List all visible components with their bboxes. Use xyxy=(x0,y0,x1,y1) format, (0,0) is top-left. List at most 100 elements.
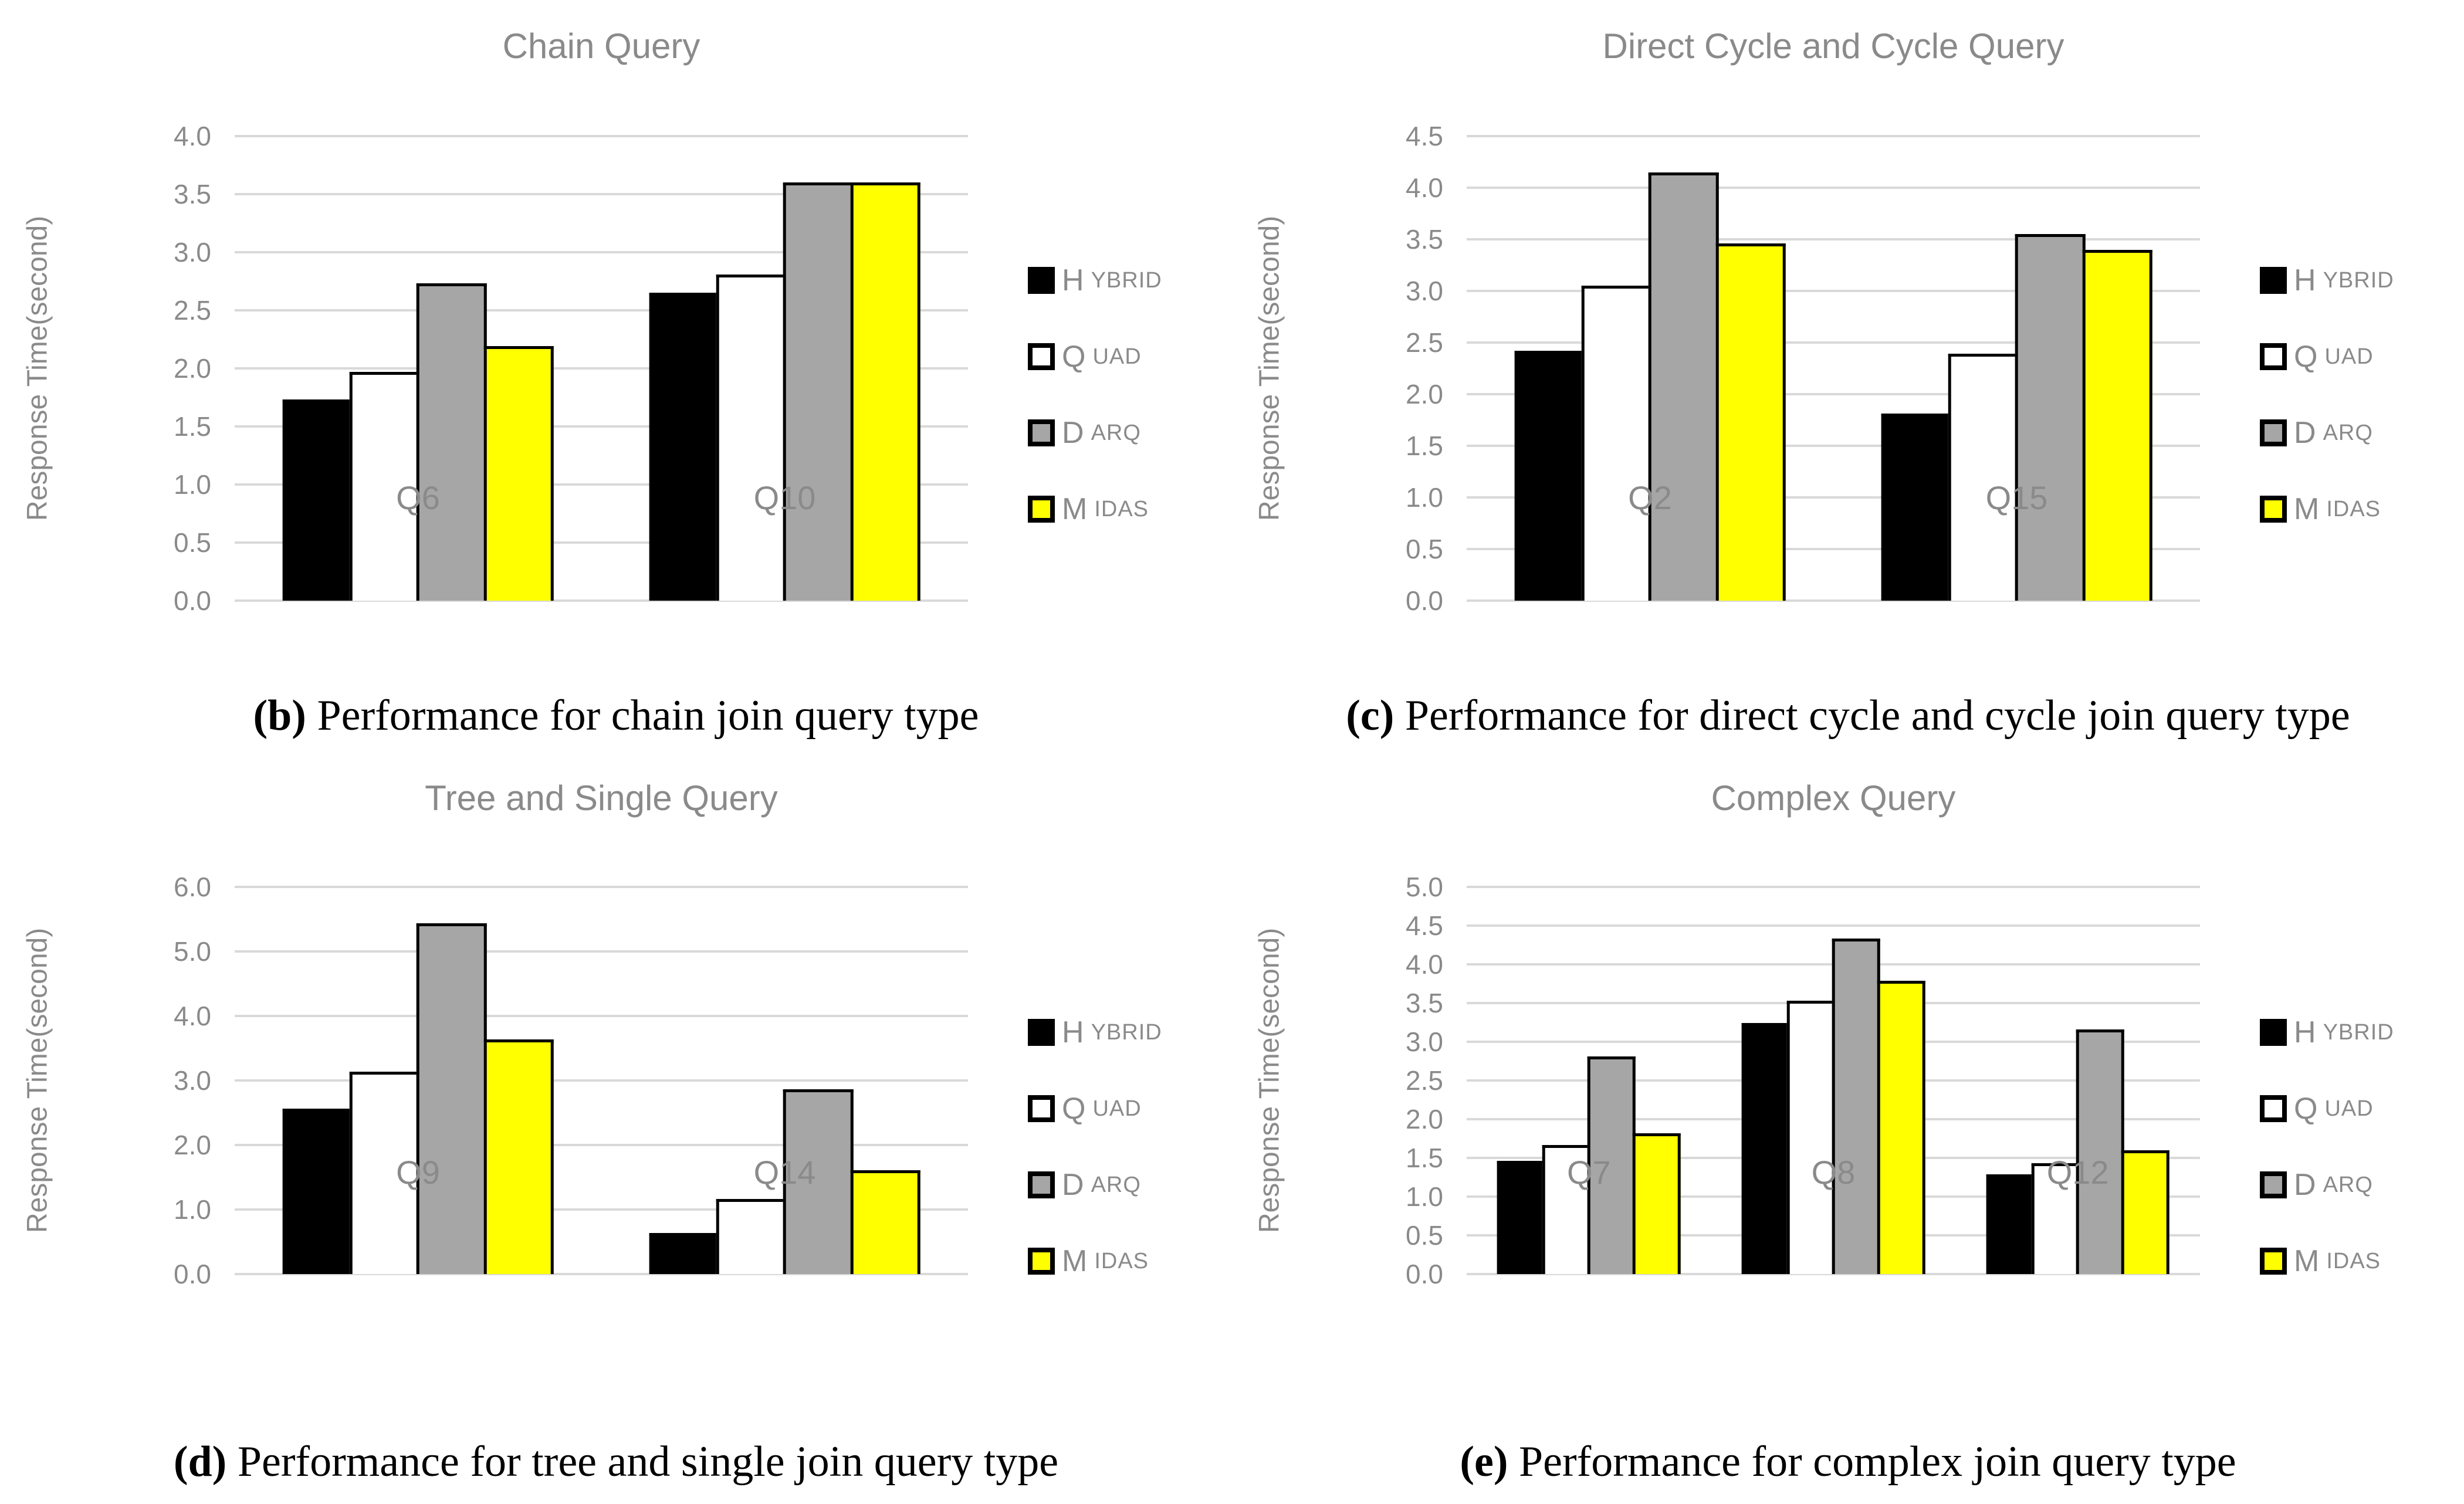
legend-swatch-quad xyxy=(1028,1095,1055,1122)
legend-item-label-rest: IDAS xyxy=(1094,497,1149,521)
legend-item-label: M xyxy=(1062,1244,1088,1278)
bar-group-Q8 xyxy=(1741,887,1925,1274)
gridline xyxy=(1467,341,2200,344)
y-tick-label: 4.0 xyxy=(1406,172,1443,203)
gridline xyxy=(235,135,968,137)
panel-tree-single-query: Tree and Single Query Response Time(seco… xyxy=(0,752,1232,1504)
gridline xyxy=(1467,496,2200,499)
legend-swatch-midas xyxy=(1028,1248,1055,1275)
bar-group-Q7 xyxy=(1497,887,1681,1274)
bar-hybrid-Q15 xyxy=(1881,414,1951,601)
legend-item-hybrid: H YBRID xyxy=(2260,265,2394,296)
caption-text: Performance for tree and single join que… xyxy=(226,1438,1059,1486)
legend-item-label-rest: UAD xyxy=(2324,344,2374,369)
legend-swatch-darq xyxy=(2260,419,2287,446)
legend-swatch-midas xyxy=(2260,1248,2287,1275)
gridline xyxy=(235,1015,968,1017)
y-axis-label: Response Time(second) xyxy=(1254,927,1285,1234)
gridline xyxy=(1467,393,2200,395)
legend-swatch-darq xyxy=(1028,1171,1055,1198)
bar-group-Q2 xyxy=(1514,136,1786,601)
legend-item-quad: Q UAD xyxy=(2260,341,2394,372)
y-tick-label: 3.5 xyxy=(1406,224,1443,255)
bar-quad-Q7 xyxy=(1542,1144,1590,1274)
legend: H YBRID Q UAD D ARQ M IDAS xyxy=(1028,1017,1162,1276)
legend-item-label-rest: ARQ xyxy=(2323,421,2373,445)
y-axis-label: Response Time(second) xyxy=(22,927,53,1234)
gridline xyxy=(235,367,968,370)
y-tick-label: 3.0 xyxy=(1406,276,1443,306)
legend-item-label-rest: UAD xyxy=(1092,344,1142,369)
gridline xyxy=(1467,187,2200,189)
gridline xyxy=(235,309,968,311)
bar-quad-Q15 xyxy=(1948,354,2018,601)
y-axis-label: Response Time(second) xyxy=(22,215,53,521)
gridline xyxy=(235,599,968,602)
y-tick-label: 2.5 xyxy=(1406,1065,1443,1096)
bar-midas-Q2 xyxy=(1715,243,1786,601)
y-tick-label: 5.0 xyxy=(174,936,211,967)
legend-item-label: D xyxy=(1062,416,1084,450)
y-tick-label: 3.5 xyxy=(1406,988,1443,1018)
legend-item-quad: Q UAD xyxy=(1028,1093,1162,1124)
bar-hybrid-Q7 xyxy=(1497,1161,1545,1274)
legend-item-label: D xyxy=(2294,1168,2316,1202)
y-tick-label: 4.5 xyxy=(1406,910,1443,941)
x-tick-label: Q8 xyxy=(1811,1154,1856,1191)
bar-midas-Q6 xyxy=(483,346,554,601)
legend-swatch-darq xyxy=(2260,1171,2287,1198)
bar-hybrid-Q9 xyxy=(282,1109,353,1274)
bar-group-Q14 xyxy=(649,887,920,1274)
legend-item-hybrid: H YBRID xyxy=(1028,1017,1162,1048)
y-tick-label: 0.5 xyxy=(1406,534,1443,564)
legend-item-hybrid: H YBRID xyxy=(1028,265,1162,296)
y-tick-label: 0.0 xyxy=(174,1259,211,1289)
legend-item-midas: M IDAS xyxy=(2260,494,2394,524)
caption-label: (c) xyxy=(1346,692,1395,740)
legend-item-label-rest: UAD xyxy=(1092,1096,1142,1121)
y-tick-label: 0.5 xyxy=(1406,1220,1443,1251)
bar-darq-Q12 xyxy=(2076,1029,2125,1274)
legend-swatch-hybrid xyxy=(2260,267,2287,294)
bar-darq-Q8 xyxy=(1832,939,1880,1274)
legend-item-label-rest: UAD xyxy=(2324,1096,2374,1121)
legend-item-hybrid: H YBRID xyxy=(2260,1017,2394,1048)
bar-midas-Q7 xyxy=(1632,1133,1681,1274)
caption-label: (d) xyxy=(173,1438,227,1486)
legend-item-midas: M IDAS xyxy=(2260,1246,2394,1276)
gridline xyxy=(235,425,968,428)
gridline xyxy=(1467,599,2200,602)
gridline xyxy=(235,950,968,953)
y-tick-label: 2.0 xyxy=(1406,1104,1443,1134)
legend-item-label-rest: ARQ xyxy=(1091,421,1141,445)
gridline xyxy=(235,1079,968,1082)
legend-item-quad: Q UAD xyxy=(2260,1093,2394,1124)
x-tick-label: Q9 xyxy=(396,1154,440,1191)
legend-item-label: D xyxy=(1062,1168,1084,1202)
bar-group-Q6 xyxy=(282,136,554,601)
legend: H YBRID Q UAD D ARQ M IDAS xyxy=(1028,265,1162,524)
legend: H YBRID Q UAD D ARQ M IDAS xyxy=(2260,1017,2394,1276)
caption-text: Performance for chain join query type xyxy=(306,692,979,740)
legend-item-label-rest: YBRID xyxy=(2323,268,2394,293)
y-tick-label: 0.0 xyxy=(174,585,211,616)
legend-item-darq: D ARQ xyxy=(2260,1170,2394,1200)
y-tick-label: 2.0 xyxy=(174,1130,211,1160)
x-tick-label: Q12 xyxy=(2046,1154,2109,1191)
y-tick-label: 4.0 xyxy=(174,121,211,151)
y-tick-label: 4.5 xyxy=(1406,121,1443,151)
legend-item-label-rest: ARQ xyxy=(2323,1173,2373,1197)
bar-darq-Q6 xyxy=(417,283,487,601)
caption: (d) Performance for tree and single join… xyxy=(0,1437,1232,1487)
bar-quad-Q2 xyxy=(1581,286,1651,601)
x-tick-label: Q2 xyxy=(1628,479,1672,516)
gridline xyxy=(1467,1273,2200,1275)
legend: H YBRID Q UAD D ARQ M IDAS xyxy=(2260,265,2394,524)
x-tick-label: Q14 xyxy=(753,1154,816,1191)
gridline xyxy=(1467,548,2200,550)
chart-title: Chain Query xyxy=(502,26,700,66)
legend-item-label-rest: YBRID xyxy=(1091,1020,1162,1045)
legend-item-label: D xyxy=(2294,416,2316,450)
legend-item-label: Q xyxy=(2294,340,2318,374)
bar-darq-Q7 xyxy=(1587,1056,1636,1274)
